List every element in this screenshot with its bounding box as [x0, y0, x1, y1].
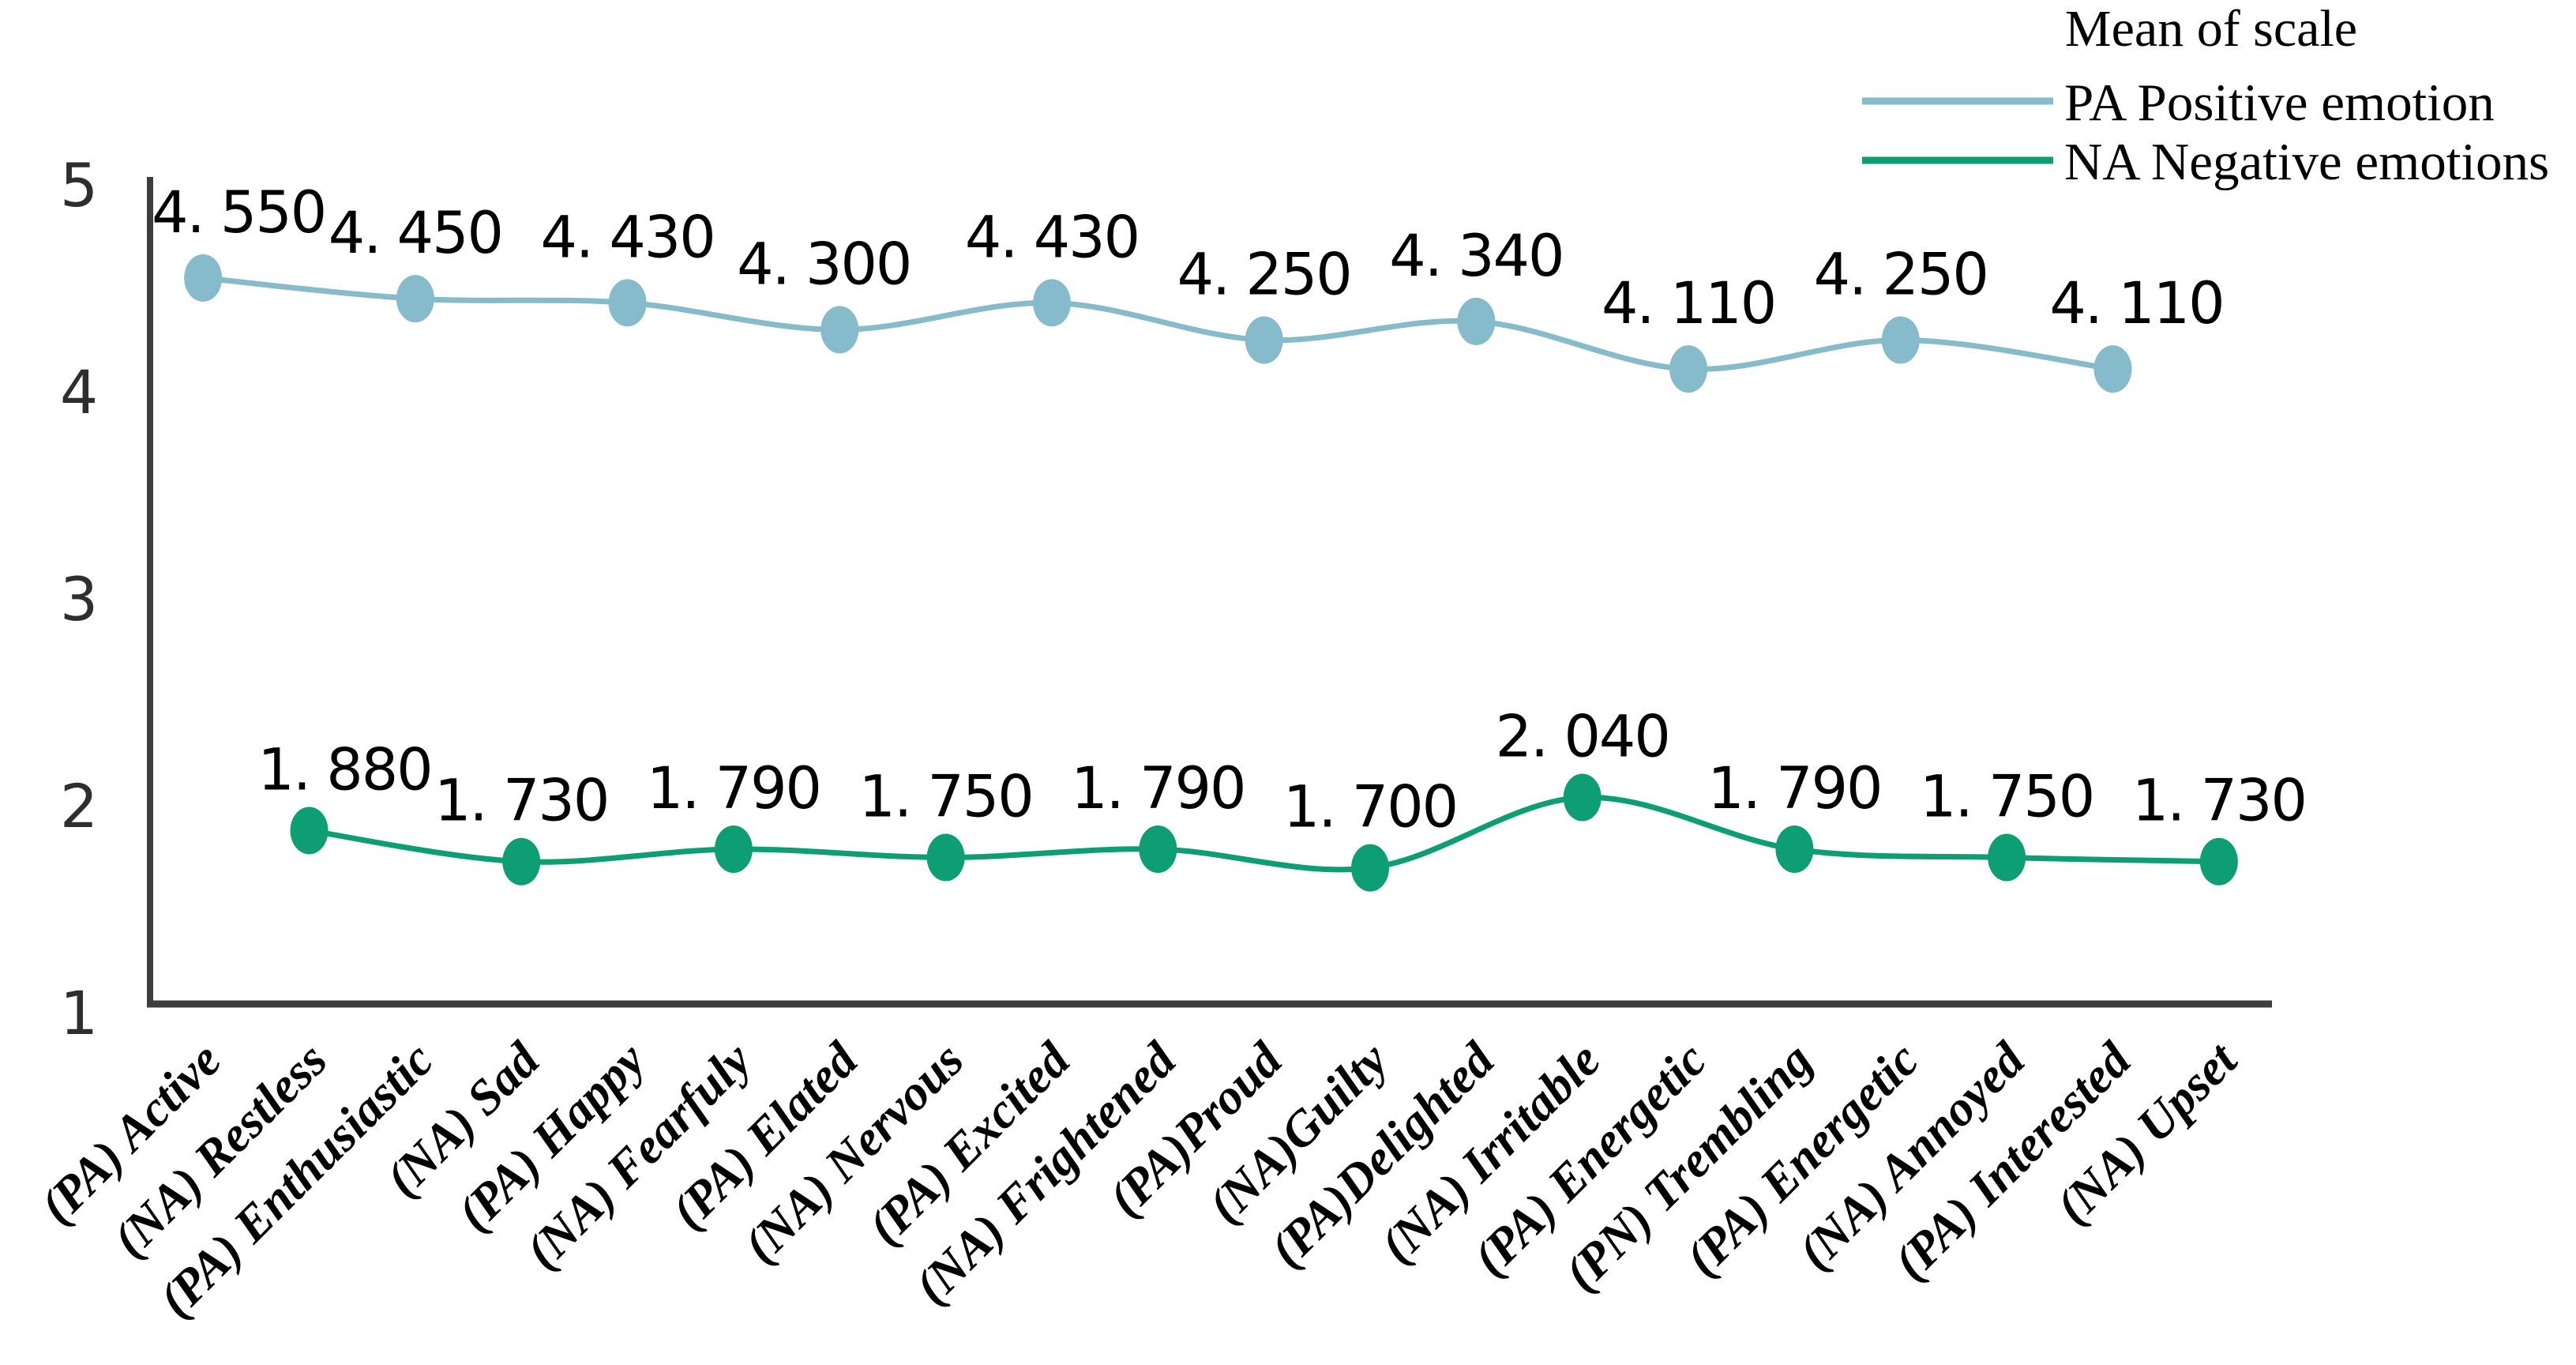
pa-point-label: 4. 110	[1602, 270, 1775, 337]
na-point-label: 1. 730	[2132, 768, 2306, 835]
y-tick-label: 4	[60, 357, 98, 427]
series-data-labels: 4. 550 4. 450 4. 430 4. 300 4. 430 4. 250 4. 3…	[152, 179, 2308, 841]
na-point-marker	[2199, 837, 2238, 886]
pa-point-label: 4. 250	[1814, 242, 1988, 309]
pa-point-marker	[1457, 297, 1496, 345]
series-markers	[184, 254, 2238, 892]
na-point-label: 1. 730	[434, 768, 608, 835]
na-point-label: 1. 790	[647, 755, 820, 822]
na-point-marker	[1563, 773, 1602, 822]
na-point-marker	[714, 825, 753, 874]
na-point-marker	[290, 807, 329, 855]
na-point-marker	[1988, 833, 2026, 882]
legend-title: Mean of scale	[2065, 0, 2357, 58]
pa-point-label: 4. 430	[965, 204, 1139, 271]
na-point-marker	[1351, 844, 1390, 892]
na-point-marker	[502, 837, 541, 886]
na-point-label: 2. 040	[1496, 704, 1669, 771]
legend: Mean of scale PA Positive emotion NA Neg…	[1862, 0, 2549, 191]
na-point-marker	[926, 833, 965, 882]
x-axis-category-labels: (PA) Active(NA) Restless(PA) Enthusiasti…	[29, 1031, 2248, 1328]
na-point-label: 1. 790	[1071, 755, 1245, 822]
pa-point-label: 4. 300	[737, 231, 911, 298]
legend-entry-pa: PA Positive emotion	[1862, 73, 2495, 132]
na-point-marker	[1139, 825, 1177, 874]
pa-point-label: 4. 430	[540, 204, 714, 271]
na-series-line	[309, 794, 2219, 873]
legend-label-na: NA Negative emotions	[2064, 133, 2549, 191]
series-lines	[202, 275, 2219, 873]
na-point-label: 1. 750	[1920, 764, 2093, 831]
pa-point-label: 4. 250	[1177, 242, 1351, 309]
y-tick-label: 3	[60, 564, 98, 634]
na-point-marker	[1775, 825, 1814, 874]
na-point-label: 1. 700	[1283, 774, 1457, 841]
pa-point-marker	[184, 254, 223, 302]
pa-point-label: 4. 550	[152, 179, 325, 246]
pa-series-line	[202, 275, 2113, 372]
pa-point-marker	[1669, 345, 1708, 393]
y-tick-label: 2	[60, 771, 98, 841]
pa-point-label: 4. 450	[329, 200, 502, 267]
pa-point-label: 4. 340	[1389, 223, 1563, 290]
na-point-label: 1. 750	[859, 764, 1033, 831]
pa-point-marker	[820, 306, 859, 354]
y-tick-label: 5	[60, 150, 98, 220]
pa-point-marker	[396, 275, 434, 323]
pa-point-marker	[1032, 279, 1071, 327]
pa-point-label: 4. 110	[2049, 270, 2223, 337]
na-point-label: 1. 880	[257, 736, 431, 803]
na-point-label: 1. 790	[1707, 755, 1881, 822]
y-axis-tick-labels: 5 4 3 2 1	[60, 150, 98, 1048]
pa-point-marker	[1881, 316, 1920, 364]
pa-point-marker	[2093, 345, 2132, 393]
pa-point-marker	[608, 279, 647, 327]
legend-entry-na: NA Negative emotions	[1862, 133, 2549, 191]
legend-label-pa: PA Positive emotion	[2064, 73, 2495, 132]
y-tick-label: 1	[60, 978, 98, 1048]
pa-point-marker	[1245, 316, 1283, 364]
